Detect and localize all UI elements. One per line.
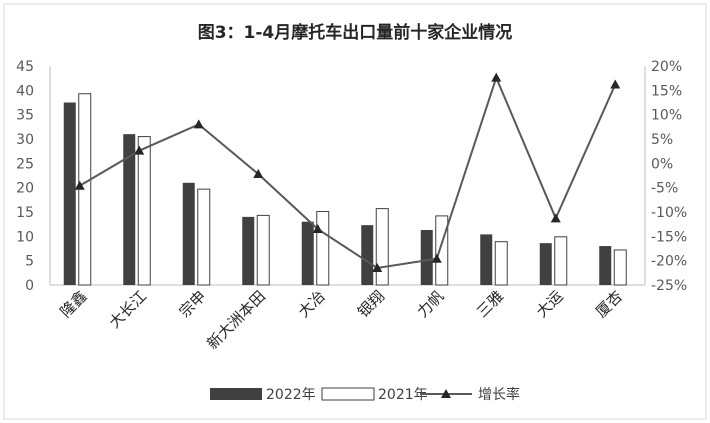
axes: 0 5 10 15 20 25 30 35 40 45 -25% -20% -15% -10% -5% 0% 5… <box>16 59 687 294</box>
y-left-tick-label: 20 <box>16 181 34 197</box>
y-left-tick-label: 5 <box>25 254 34 270</box>
legend-swatch-2022 <box>210 388 262 400</box>
bar-2022 <box>539 243 552 285</box>
y-right-tick-label: -25% <box>651 278 687 294</box>
y-left-tick-label: 25 <box>16 156 34 172</box>
y-left-tick-label: 10 <box>16 229 34 245</box>
bar-2021 <box>554 236 568 286</box>
chart-title: 图3：1-4月摩托车出口量前十家企业情况 <box>198 22 513 43</box>
bar-2022 <box>63 102 76 285</box>
y-right-tick-label: 15% <box>651 83 682 99</box>
y-left-tick-label: 30 <box>16 132 34 148</box>
bar-2022 <box>242 216 255 285</box>
y-right-tick-label: 0% <box>651 156 673 172</box>
y-right-tick-label: 10% <box>651 108 682 124</box>
bar-2022 <box>182 182 195 285</box>
bar-2022 <box>361 225 374 285</box>
growth-rate-point <box>193 119 204 129</box>
bar-2021 <box>256 214 270 286</box>
y-right-tick-label: 20% <box>651 59 682 75</box>
legend-label-2021: 2021年 <box>378 387 428 403</box>
bar-2022 <box>301 221 314 285</box>
bar-2021 <box>494 241 508 286</box>
growth-line <box>74 72 621 272</box>
legend-label-growth: 增长率 <box>478 386 520 403</box>
growth-rate-point <box>550 213 561 223</box>
legend-label-2022: 2022年 <box>266 387 316 403</box>
growth-rate-point <box>253 169 264 179</box>
bar-2021 <box>137 136 151 286</box>
legend-marker-growth <box>441 389 451 398</box>
growth-rate-point <box>134 145 145 155</box>
bar-2021 <box>316 211 330 286</box>
growth-rate-point <box>610 79 621 89</box>
legend-swatch-2021 <box>321 387 375 401</box>
y-left-tick-label: 35 <box>16 108 34 124</box>
bar-2022 <box>420 230 433 285</box>
y-right-tick-label: -10% <box>651 205 687 221</box>
y-left-tick-label: 45 <box>16 59 34 75</box>
growth-rate-point <box>74 180 85 190</box>
bar-2021 <box>613 249 627 286</box>
legend: 2022年 2021年 增长率 <box>210 386 520 403</box>
bar-2022 <box>599 246 612 285</box>
growth-rate-line <box>79 74 617 270</box>
growth-rate-point <box>312 224 323 234</box>
y-left-tick-label: 0 <box>25 278 34 294</box>
bar-2022 <box>123 134 136 285</box>
y-right-tick-label: -15% <box>651 229 687 245</box>
y-left-tick-label: 40 <box>16 83 34 99</box>
growth-rate-point <box>431 253 442 263</box>
y-right-tick-label: -5% <box>651 181 678 197</box>
chart-border <box>3 3 707 420</box>
bar-2021 <box>375 208 389 286</box>
y-right-tick-label: 5% <box>651 132 673 148</box>
bar-2022 <box>480 234 493 285</box>
y-right-tick-label: -20% <box>651 254 687 270</box>
growth-rate-point <box>372 262 383 272</box>
growth-rate-point <box>491 72 502 82</box>
y-left-tick-label: 15 <box>16 205 34 221</box>
bar-2021 <box>197 188 211 286</box>
bar-2021 <box>435 215 449 286</box>
